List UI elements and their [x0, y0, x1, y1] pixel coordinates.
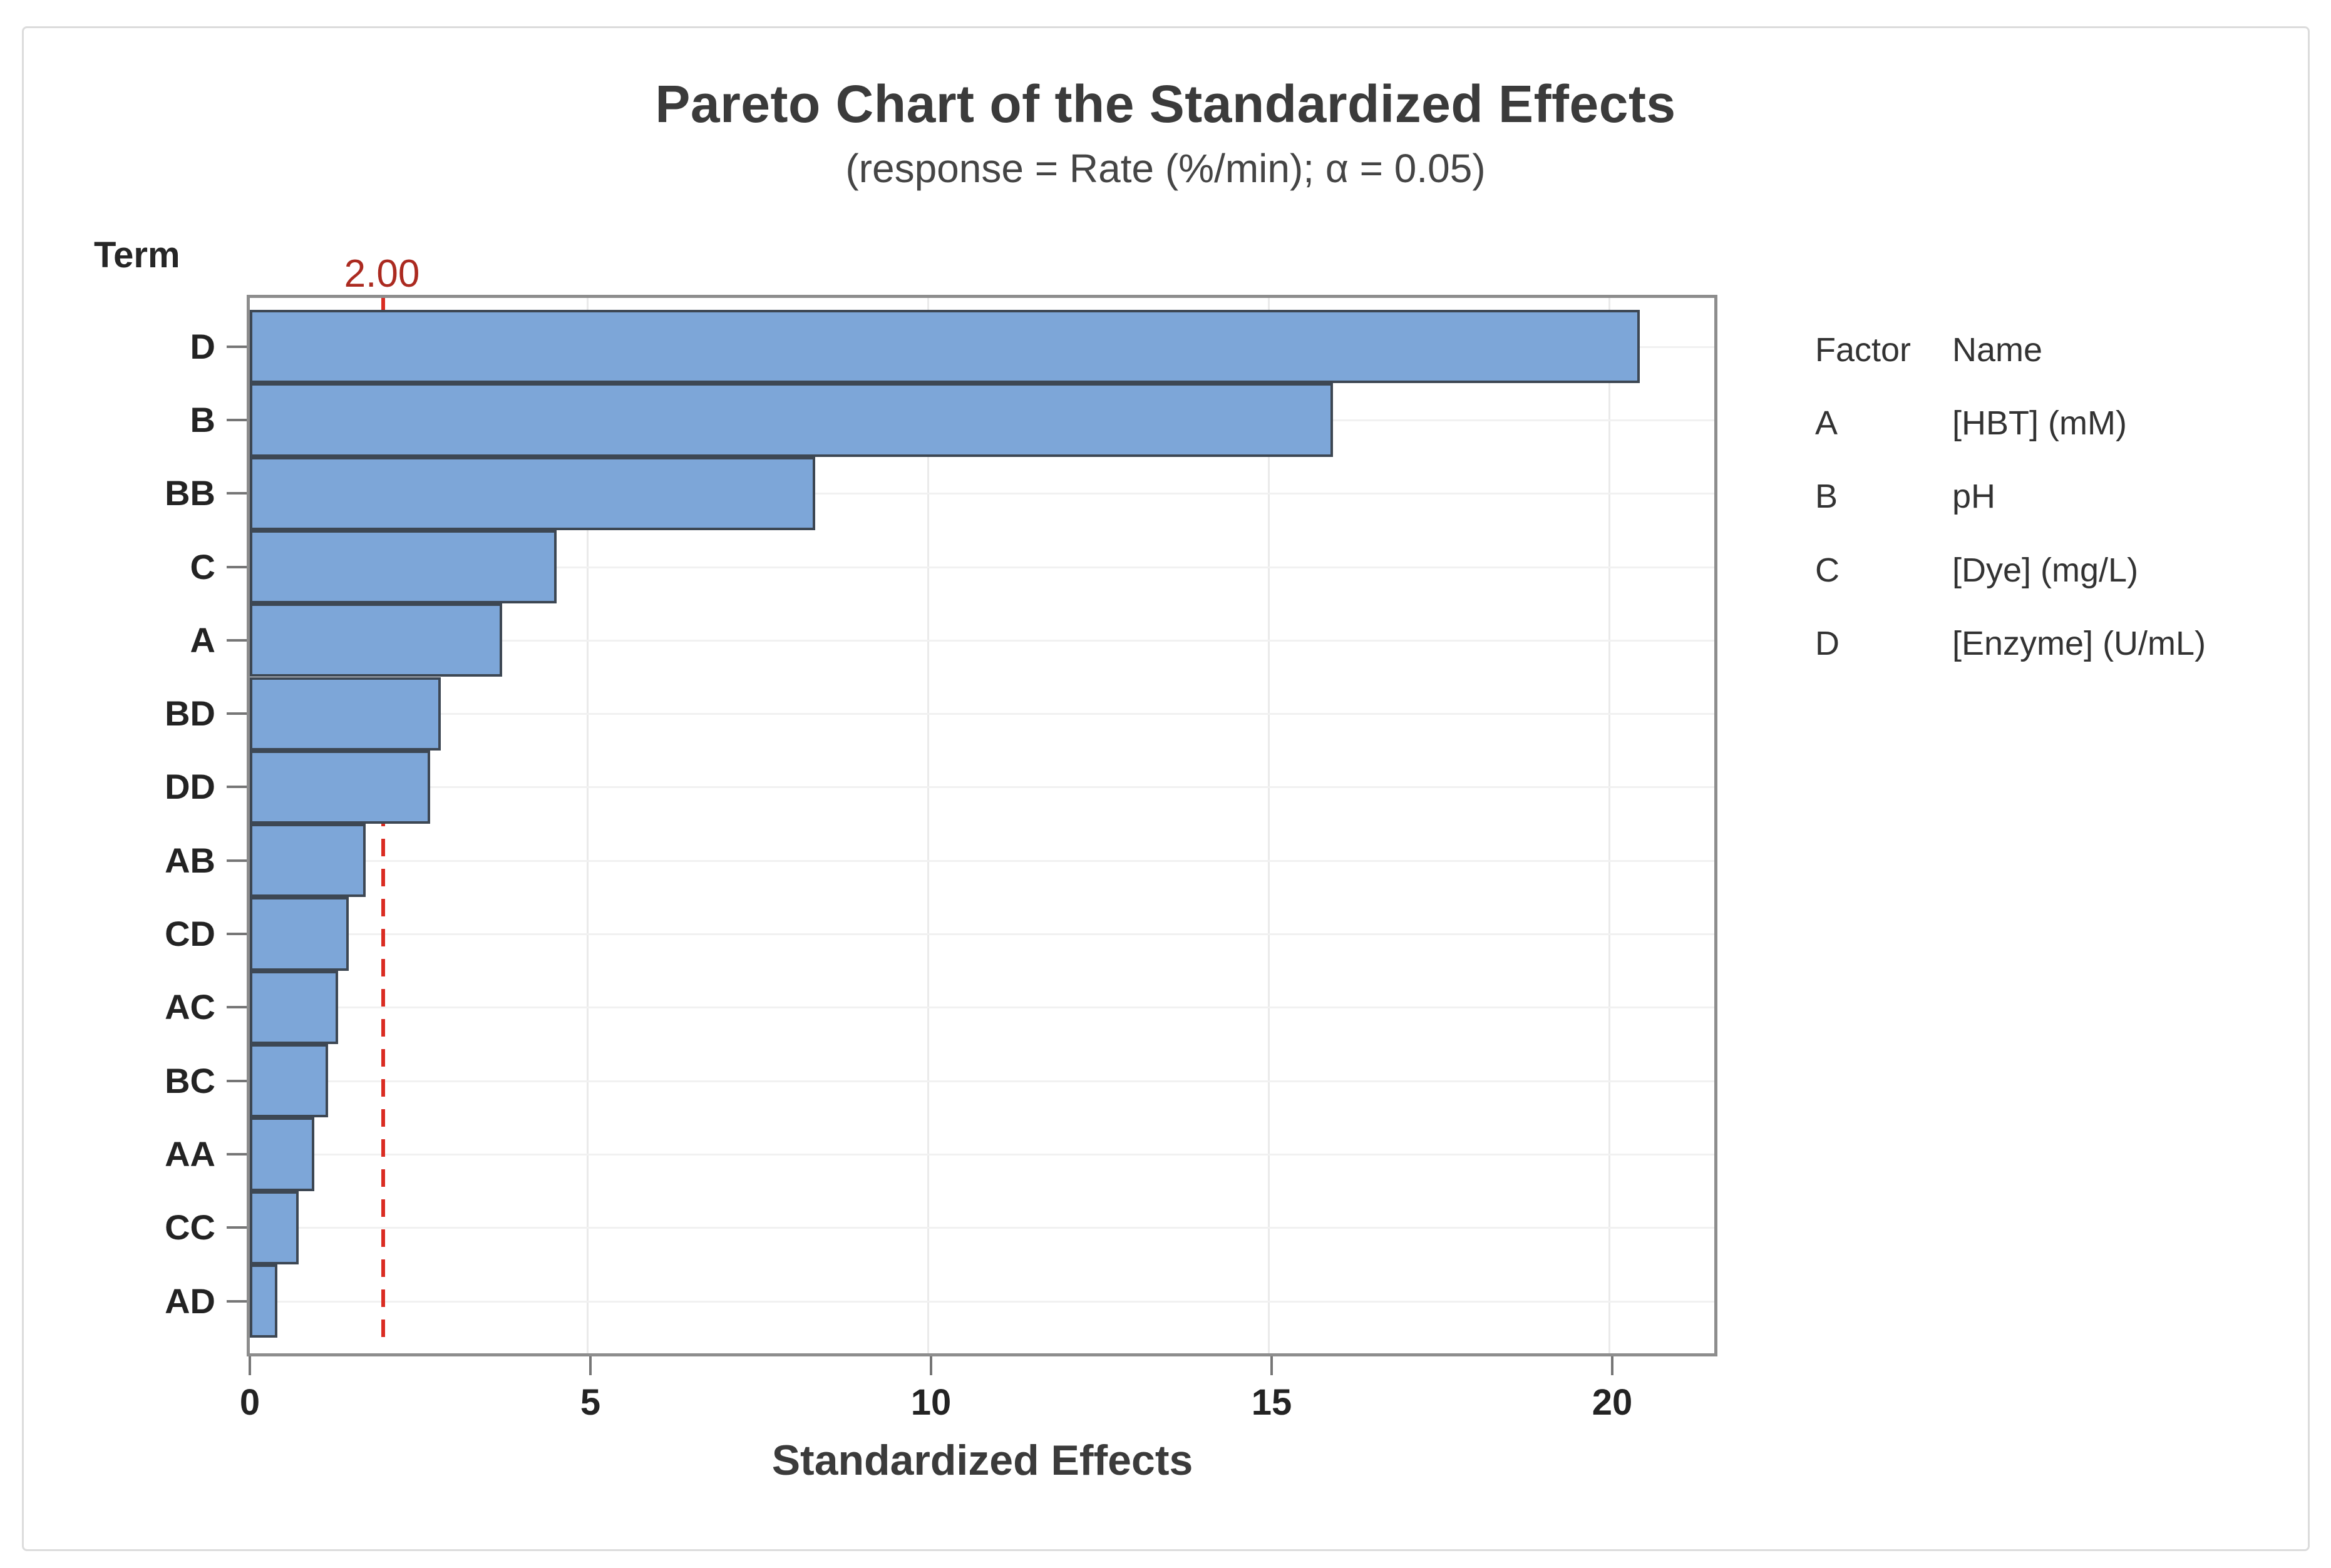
- bar-AA: [250, 1117, 315, 1191]
- bar-B: [250, 383, 1333, 457]
- x-tick-label-10: 10: [910, 1382, 952, 1423]
- horizontal-gridline: [250, 493, 1714, 495]
- bar-DD: [250, 750, 431, 824]
- term-label-C: C: [190, 546, 215, 587]
- y-tick: [227, 1006, 247, 1009]
- bar-AC: [250, 970, 339, 1044]
- term-label-AC: AC: [165, 987, 215, 1027]
- horizontal-gridline: [250, 566, 1714, 568]
- legend-name: [Dye] (mg/L): [1952, 551, 2139, 589]
- y-tick: [227, 492, 247, 495]
- bar-A: [250, 603, 502, 677]
- vertical-gridline: [1608, 298, 1610, 1353]
- legend-factor: A: [1815, 404, 1838, 442]
- term-label-BC: BC: [165, 1060, 215, 1100]
- x-tick-label-5: 5: [580, 1382, 601, 1423]
- bar-CD: [250, 897, 349, 971]
- horizontal-gridline: [250, 1227, 1714, 1229]
- horizontal-gridline: [250, 713, 1714, 715]
- vertical-gridline: [927, 298, 929, 1353]
- bar-D: [250, 310, 1640, 384]
- legend-factor: D: [1815, 624, 1840, 662]
- y-tick: [227, 565, 247, 568]
- term-label-B: B: [190, 399, 215, 439]
- term-label-AB: AB: [165, 840, 215, 880]
- term-label-A: A: [190, 620, 215, 660]
- y-tick: [227, 1079, 247, 1082]
- bar-C: [250, 530, 557, 604]
- vertical-gridline: [1268, 298, 1270, 1353]
- x-tick-label-0: 0: [239, 1382, 260, 1423]
- vertical-gridline: [587, 298, 589, 1353]
- horizontal-gridline: [250, 639, 1714, 642]
- y-axis-title: Term: [94, 235, 180, 275]
- x-tick: [589, 1356, 592, 1375]
- y-tick: [227, 712, 247, 715]
- chart-title: Pareto Chart of the Standardized Effects: [655, 74, 1676, 133]
- y-tick: [227, 933, 247, 936]
- bar-CC: [250, 1191, 299, 1264]
- y-tick: [227, 1299, 247, 1303]
- chart-subtitle: (response = Rate (%/min); α = 0.05): [845, 146, 1486, 191]
- horizontal-gridline: [250, 859, 1714, 862]
- horizontal-gridline: [250, 786, 1714, 789]
- x-tick-label-20: 20: [1592, 1382, 1633, 1423]
- x-tick: [1611, 1356, 1613, 1375]
- term-label-BB: BB: [165, 473, 215, 513]
- y-tick: [227, 345, 247, 348]
- x-tick: [1270, 1356, 1273, 1375]
- bar-BD: [250, 677, 441, 751]
- x-tick: [930, 1356, 932, 1375]
- legend-name: [HBT] (mM): [1952, 404, 2127, 442]
- y-tick: [227, 418, 247, 421]
- y-tick: [227, 786, 247, 789]
- bar-BC: [250, 1044, 329, 1118]
- y-tick: [227, 638, 247, 642]
- term-label-AD: AD: [165, 1281, 215, 1321]
- horizontal-gridline: [250, 1007, 1714, 1009]
- horizontal-gridline: [250, 1300, 1714, 1303]
- x-tick: [249, 1356, 251, 1375]
- horizontal-gridline: [250, 933, 1714, 936]
- term-label-CD: CD: [165, 914, 215, 954]
- legend-factor: B: [1815, 478, 1838, 516]
- reference-line-label: 2.00: [344, 252, 420, 295]
- bar-AD: [250, 1264, 277, 1338]
- y-tick: [227, 1152, 247, 1156]
- legend-factor: C: [1815, 551, 1840, 589]
- horizontal-gridline: [250, 1080, 1714, 1082]
- x-tick-label-15: 15: [1251, 1382, 1292, 1423]
- legend-header-factor: Factor: [1815, 331, 1912, 369]
- legend-header-name: Name: [1952, 331, 2043, 369]
- y-tick: [227, 859, 247, 862]
- term-label-AA: AA: [165, 1134, 215, 1174]
- term-label-CC: CC: [165, 1207, 215, 1248]
- horizontal-gridline: [250, 1153, 1714, 1156]
- y-tick: [227, 1226, 247, 1229]
- term-label-DD: DD: [165, 767, 215, 807]
- term-label-BD: BD: [165, 694, 215, 734]
- term-label-D: D: [190, 326, 215, 366]
- bar-BB: [250, 456, 816, 530]
- plot-area: [247, 295, 1717, 1356]
- legend-name: [Enzyme] (U/mL): [1952, 624, 2206, 662]
- bar-AB: [250, 824, 366, 898]
- x-axis-title: Standardized Effects: [771, 1437, 1193, 1484]
- legend-name: pH: [1952, 478, 1996, 516]
